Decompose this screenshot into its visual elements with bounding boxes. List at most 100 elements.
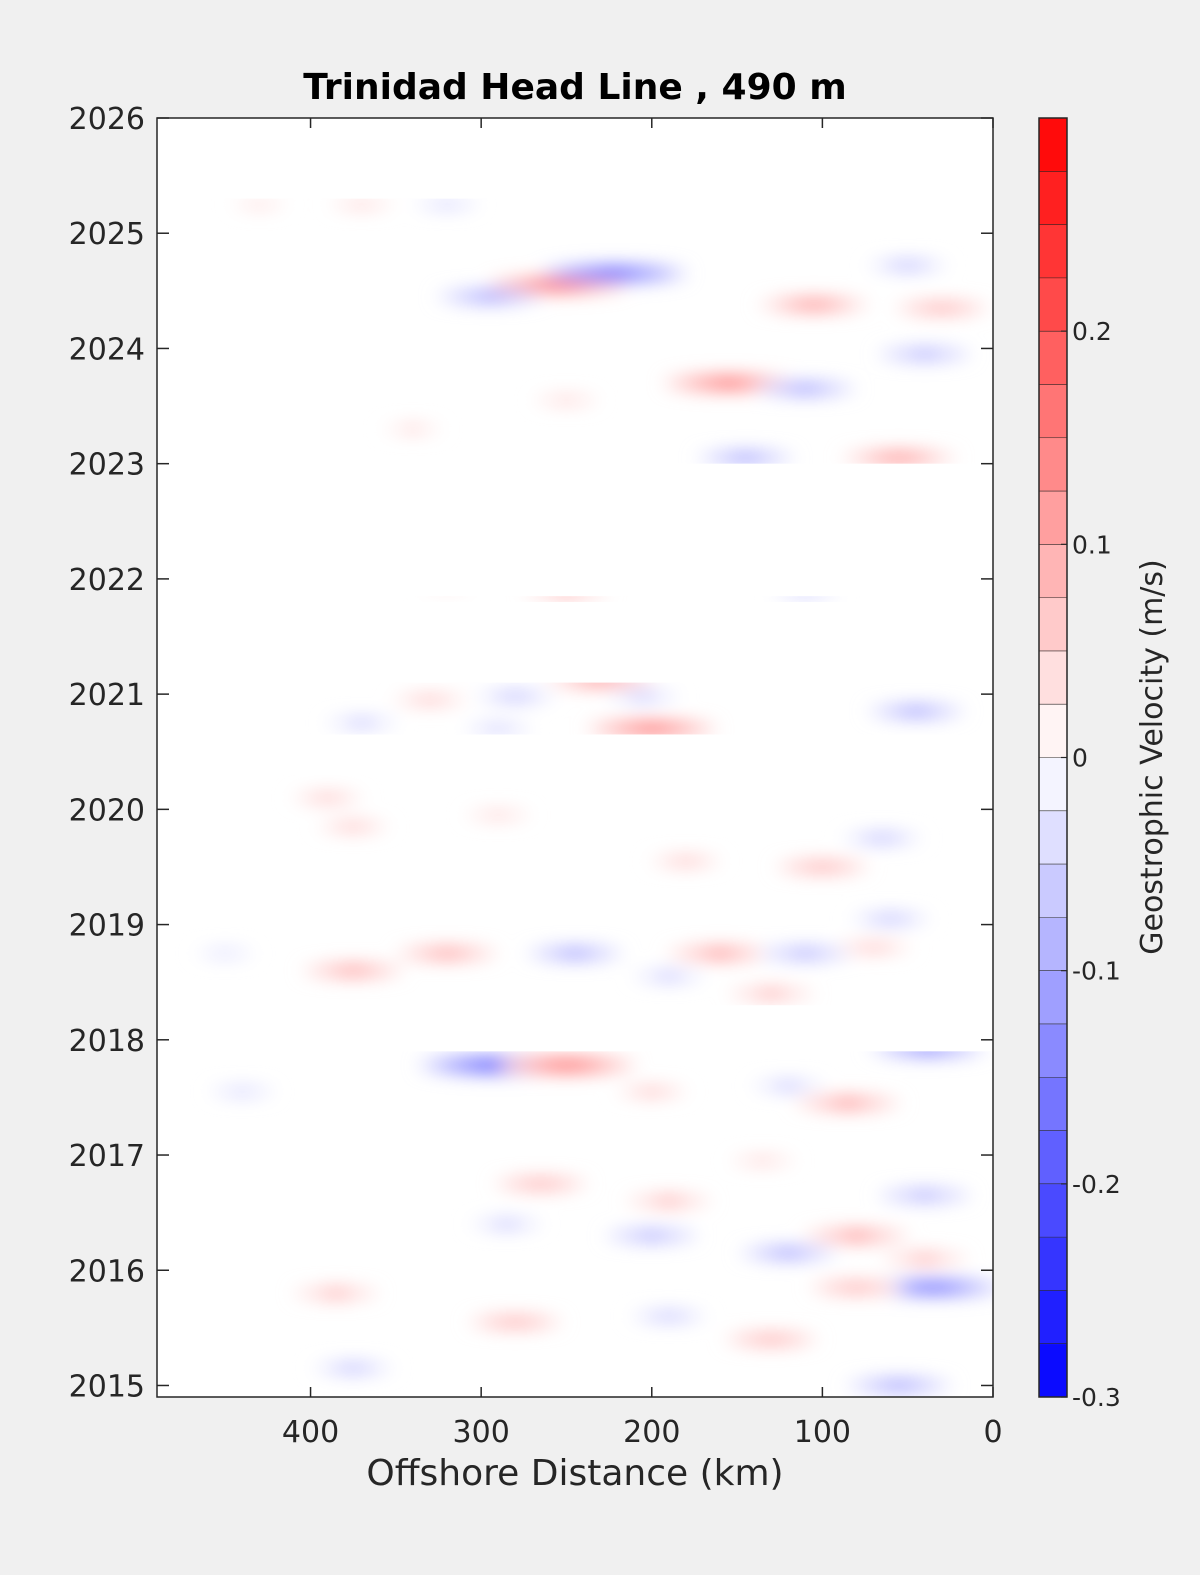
x-tick-label: 300 <box>453 1415 510 1450</box>
data-gap <box>157 118 993 199</box>
colorbar-swatch <box>1039 544 1067 599</box>
velocity-cell <box>915 1191 935 1200</box>
velocity-cell <box>635 692 651 701</box>
velocity-cell <box>421 695 439 704</box>
colorbar-swatch <box>1039 650 1067 705</box>
colorbar-tick-label: 0 <box>1072 744 1088 773</box>
y-tick-label: 2021 <box>69 678 145 713</box>
colorbar-swatch <box>1039 491 1067 545</box>
y-tick-label: 2020 <box>69 793 145 828</box>
colorbar-swatch <box>1039 1023 1067 1078</box>
x-tick-label: 100 <box>794 1415 851 1450</box>
velocity-cell <box>253 200 266 209</box>
velocity-cell <box>436 949 458 958</box>
y-tick-label: 2018 <box>69 1024 145 1059</box>
velocity-cell <box>735 453 756 462</box>
velocity-cell <box>761 1335 781 1344</box>
colorbar-swatch <box>1039 171 1067 226</box>
x-tick-label: 0 <box>983 1415 1002 1450</box>
velocity-cell <box>845 1231 868 1240</box>
colorbar-swatch <box>1039 1077 1067 1132</box>
velocity-cell <box>795 384 816 393</box>
colorbar-tick-label: -0.1 <box>1072 957 1121 986</box>
velocity-cell <box>837 1099 859 1108</box>
velocity-cell <box>319 793 336 802</box>
velocity-cell <box>235 1087 250 1096</box>
y-tick-label: 2024 <box>69 332 145 367</box>
colorbar-swatch <box>1039 864 1067 918</box>
velocity-cell <box>353 718 370 727</box>
velocity-cell <box>660 1197 678 1206</box>
velocity-cell <box>490 724 506 733</box>
velocity-cell <box>888 1381 910 1390</box>
velocity-cell <box>638 724 665 733</box>
y-tick-label: 2019 <box>69 909 145 944</box>
data-gap <box>157 734 993 775</box>
velocity-cell <box>899 261 917 270</box>
x-tick-label: 400 <box>282 1415 339 1450</box>
colorbar-swatch <box>1039 277 1067 332</box>
colorbar-swatch <box>1039 704 1067 758</box>
velocity-cell <box>882 914 900 923</box>
colorbar-swatch <box>1039 597 1067 652</box>
velocity-cell <box>544 281 572 290</box>
velocity-cell <box>795 949 815 958</box>
colorbar-swatch <box>1039 1183 1067 1238</box>
velocity-cell <box>715 379 742 388</box>
colorbar-swatch <box>1039 1343 1067 1398</box>
y-tick-label: 2016 <box>69 1254 145 1289</box>
velocity-cell <box>644 1087 660 1096</box>
colorbar-swatch <box>1039 331 1067 385</box>
colorbar-tick-label: -0.3 <box>1072 1383 1121 1412</box>
velocity-cell <box>499 1220 515 1229</box>
velocity-cell <box>599 269 629 278</box>
velocity-cell <box>661 972 677 981</box>
velocity-cell <box>342 966 364 975</box>
colorbar-tick-label: 0.2 <box>1072 317 1112 346</box>
velocity-cell <box>344 1364 362 1373</box>
velocity-cell <box>887 453 911 462</box>
y-tick-label: 2025 <box>69 217 145 252</box>
y-tick-label: 2023 <box>69 448 145 483</box>
velocity-cell <box>802 300 826 309</box>
velocity-cell <box>354 200 369 209</box>
velocity-cell <box>660 1312 678 1321</box>
data-gap <box>157 463 993 597</box>
colorbar-label: Geostrophic Velocity (m/s) <box>1135 559 1170 955</box>
y-tick-label: 2015 <box>69 1369 145 1404</box>
velocity-cell <box>916 1254 934 1263</box>
velocity-cell <box>406 425 420 434</box>
colorbar-swatch <box>1039 437 1067 492</box>
colorbar-tick-label: -0.2 <box>1072 1170 1121 1199</box>
y-tick-label: 2022 <box>69 563 145 598</box>
velocity-cell <box>552 1061 581 1070</box>
velocity-cell <box>506 692 524 701</box>
y-tick-label: 2026 <box>69 102 145 137</box>
velocity-cell <box>847 1283 866 1292</box>
velocity-cell <box>440 200 454 209</box>
colorbar-tick-label: 0.1 <box>1072 530 1112 559</box>
velocity-cell <box>565 949 585 958</box>
x-axis-label: Offshore Distance (km) <box>366 1453 783 1494</box>
velocity-cell <box>906 707 927 716</box>
y-axis: 2015 2016 2017 2018 2019 2020 2021 2022 2023 2024… <box>69 102 993 1404</box>
x-tick-label: 200 <box>623 1415 680 1450</box>
velocity-cell <box>218 949 232 958</box>
colorbar-swatch <box>1039 384 1067 439</box>
colorbar-swatch <box>1039 810 1067 865</box>
velocity-cell <box>762 989 780 998</box>
colorbar-swatch <box>1039 1130 1067 1185</box>
velocity-cell <box>345 822 361 831</box>
velocity-cell <box>865 943 882 952</box>
x-axis: 400 300 200 100 0 <box>282 118 1003 1450</box>
y-tick-label: 2017 <box>69 1139 145 1174</box>
velocity-cell <box>642 1231 662 1240</box>
velocity-cell <box>491 811 506 820</box>
velocity-cell <box>505 1318 525 1327</box>
velocity-cell <box>559 396 574 405</box>
plot-frame <box>156 117 994 1398</box>
colorbar-swatch <box>1039 118 1067 172</box>
colorbar-swatch <box>1039 224 1067 279</box>
